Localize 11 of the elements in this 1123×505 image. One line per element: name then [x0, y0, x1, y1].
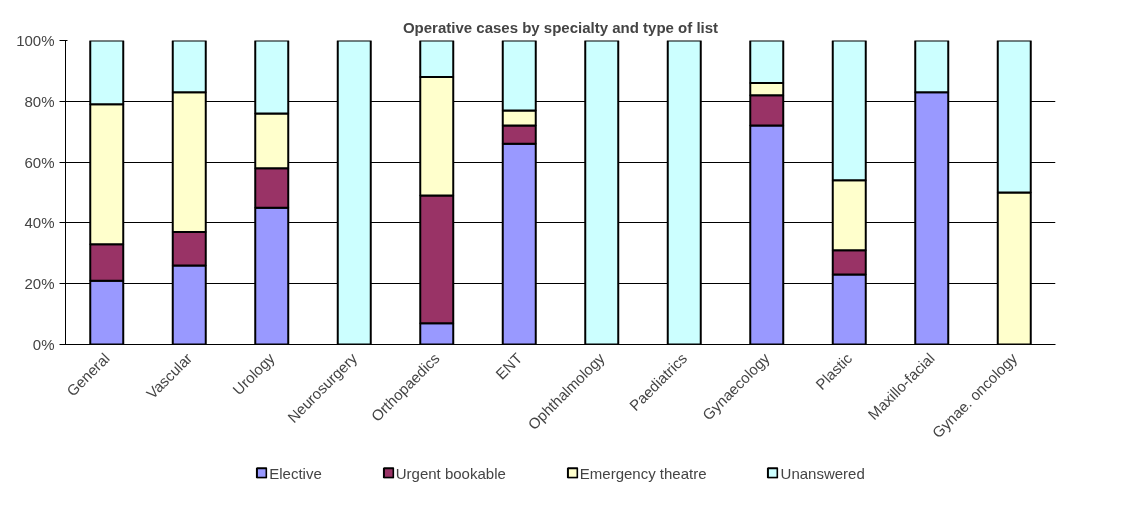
- legend-label: Unanswered: [780, 464, 865, 481]
- y-tick-label: 0%: [32, 336, 55, 353]
- y-tick-label: 80%: [24, 92, 55, 110]
- y-tick-label: 40%: [24, 214, 55, 232]
- y-tick-label: 100%: [16, 32, 55, 49]
- y-tick-label: 20%: [24, 275, 55, 293]
- y-tick-label: 60%: [24, 153, 55, 171]
- chart-title: Operative cases by specialty and type of list: [402, 18, 719, 36]
- legend-label: Urgent bookable: [395, 464, 506, 481]
- legend-label: Emergency theatre: [579, 464, 707, 481]
- legend-label: Elective: [269, 464, 322, 481]
